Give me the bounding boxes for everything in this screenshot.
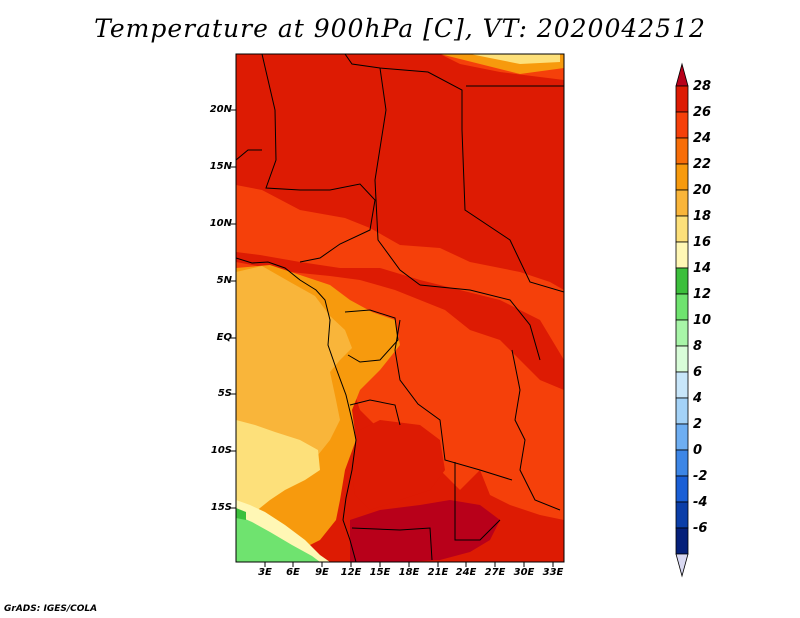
lat-label-eq: EQ xyxy=(216,332,232,343)
colorbar-bottom-arrow xyxy=(675,553,689,578)
colorbar-segment xyxy=(675,345,689,373)
colorbar-segment xyxy=(675,189,689,217)
colorbar-label: -4 xyxy=(693,495,708,510)
colorbar-segment xyxy=(675,267,689,295)
field-24-26-band xyxy=(236,185,564,360)
lon-label-18e: 18E xyxy=(398,567,420,578)
colorbar-label: 26 xyxy=(693,105,712,120)
colorbar-top-arrow xyxy=(675,62,689,87)
colorbar-label: 28 xyxy=(693,79,712,94)
field-north-cool xyxy=(470,54,560,64)
colorbar-label: 10 xyxy=(693,313,712,328)
colorbar-label: 16 xyxy=(693,235,712,250)
lon-label-27e: 27E xyxy=(484,567,506,578)
colorbar-segment xyxy=(675,397,689,425)
lon-label-30e: 30E xyxy=(513,567,535,578)
colorbar-label: 22 xyxy=(693,157,712,172)
lat-label-10n: 10N xyxy=(209,218,232,229)
lat-label-15n: 15N xyxy=(209,161,232,172)
temperature-field xyxy=(236,54,564,562)
colorbar-label: 12 xyxy=(693,287,712,302)
boundaries xyxy=(236,54,564,562)
colorbar-label: 0 xyxy=(693,443,703,458)
axis-ticks xyxy=(231,109,554,567)
colorbar-segment xyxy=(675,475,689,503)
colorbar-segment xyxy=(675,501,689,529)
colorbar-segment xyxy=(675,111,689,139)
colorbar-label: -6 xyxy=(693,521,708,536)
lat-label-10s: 10S xyxy=(210,445,232,456)
colorbar-label: 8 xyxy=(693,339,703,354)
colorbar-label: 2 xyxy=(693,417,703,432)
map-title: Temperature at 900hPa [C], VT: 202004251… xyxy=(94,14,706,43)
lat-label-15s: 15S xyxy=(210,502,232,513)
footer-credit: GrADS: IGES/COLA xyxy=(4,604,98,614)
colorbar-segment xyxy=(675,85,689,113)
colorbar-label: 14 xyxy=(693,261,712,276)
colorbar-label: 4 xyxy=(693,391,703,406)
lon-label-33e: 33E xyxy=(542,567,564,578)
colorbar-segment xyxy=(675,371,689,399)
colorbar xyxy=(675,62,689,578)
field-south-warm xyxy=(350,420,445,510)
colorbar-segment xyxy=(675,293,689,321)
field-12-14 xyxy=(236,515,320,562)
colorbar-segment xyxy=(675,241,689,269)
field-south-east xyxy=(480,470,564,520)
colorbar-segment xyxy=(675,163,689,191)
field-14-16 xyxy=(236,508,246,520)
lat-label-20n: 20N xyxy=(209,104,232,115)
lon-label-9e: 9E xyxy=(315,567,329,578)
colorbar-segment xyxy=(675,423,689,451)
colorbar-label: -2 xyxy=(693,469,708,484)
lon-label-21e: 21E xyxy=(427,567,449,578)
colorbar-label: 18 xyxy=(693,209,712,224)
colorbar-label: 20 xyxy=(693,183,712,198)
colorbar-label: 24 xyxy=(693,131,712,146)
field-18-20 xyxy=(236,420,320,515)
field-south-hot xyxy=(350,500,500,562)
lon-label-3e: 3E xyxy=(258,567,272,578)
colorbar-segment xyxy=(675,137,689,165)
lon-label-12e: 12E xyxy=(340,567,362,578)
lat-label-5s: 5S xyxy=(217,388,232,399)
lon-label-24e: 24E xyxy=(455,567,477,578)
colorbar-segment xyxy=(675,527,689,555)
colorbar-segment xyxy=(675,319,689,347)
colorbar-segment xyxy=(675,449,689,477)
lon-label-6e: 6E xyxy=(286,567,300,578)
map-frame xyxy=(235,53,565,563)
lat-label-5n: 5N xyxy=(216,275,232,286)
colorbar-segment xyxy=(675,215,689,243)
lon-label-15e: 15E xyxy=(369,567,391,578)
colorbar-label: 6 xyxy=(693,365,703,380)
